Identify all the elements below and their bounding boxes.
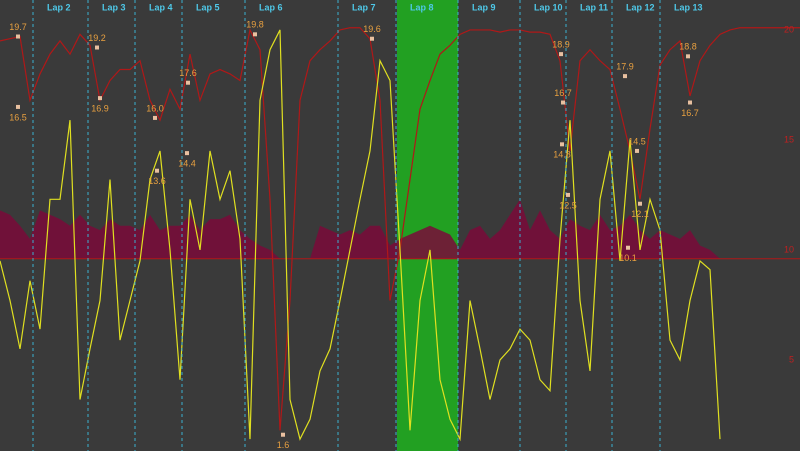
annotation-marker — [153, 115, 157, 120]
annotation-label: 18.8 — [679, 42, 697, 52]
area — [0, 199, 800, 259]
annotation-label: 10.1 — [619, 253, 637, 263]
annotation-marker — [560, 142, 564, 147]
lap-label: Lap 9 — [472, 2, 496, 12]
annotation-marker — [16, 34, 20, 39]
y-tick-label: 5 — [789, 354, 794, 364]
annotation-label: 19.2 — [88, 33, 106, 43]
lap-label: Lap 5 — [196, 2, 220, 12]
annotation-label: 16.7 — [554, 88, 572, 98]
annotation-marker — [186, 80, 190, 85]
highlight-band — [397, 0, 458, 451]
lap-label: Lap 11 — [580, 2, 608, 12]
annotation-label: 18.9 — [552, 39, 570, 49]
annotation-marker — [253, 32, 257, 37]
lap-label: Lap 12 — [626, 2, 655, 12]
annotation-label: 19.6 — [363, 24, 381, 34]
annotation-label: 1.6 — [277, 440, 290, 450]
lap-label: Lap 2 — [47, 2, 71, 12]
annotation-label: 16.5 — [9, 112, 27, 122]
annotation-label: 19.7 — [9, 22, 27, 32]
annotation-marker — [16, 104, 20, 109]
lap-label: Lap 13 — [674, 2, 703, 12]
annotation-marker — [623, 74, 627, 79]
annotation-marker — [566, 192, 570, 197]
annotation-marker — [281, 432, 285, 437]
annotation-marker — [635, 148, 639, 153]
annotation-label: 14.5 — [628, 136, 646, 146]
annotation-label: 16.7 — [681, 108, 699, 118]
annotation-label: 17.6 — [179, 68, 197, 78]
annotation-label: 16.0 — [146, 103, 164, 113]
annotation-label: 14.4 — [178, 158, 196, 168]
annotation-marker — [370, 36, 374, 41]
annotation-marker — [155, 168, 159, 173]
annotation-marker — [638, 201, 642, 206]
lap-label: Lap 3 — [102, 2, 126, 12]
annotation-marker — [95, 45, 99, 50]
annotation-marker — [559, 52, 563, 57]
lap-label: Lap 4 — [149, 2, 173, 12]
annotation-label: 12.1 — [631, 209, 649, 219]
lap-label: Lap 7 — [352, 2, 376, 12]
annotation-label: 12.5 — [559, 200, 577, 210]
y-tick-label: 20 — [784, 24, 794, 34]
annotation-marker — [185, 151, 189, 156]
annotation-marker — [98, 96, 102, 101]
lap-label: Lap 10 — [534, 2, 563, 12]
annotation-marker — [686, 54, 690, 59]
annotation-label: 13.6 — [148, 176, 166, 186]
y-tick-label: 10 — [784, 244, 794, 254]
annotation-label: 16.9 — [91, 103, 109, 113]
annotation-label: 17.9 — [616, 61, 634, 71]
lap-label: Lap 8 — [410, 2, 434, 12]
line — [0, 29, 721, 442]
y-tick-label: 15 — [784, 134, 794, 144]
annotation-marker — [688, 100, 692, 105]
lap-label: Lap 6 — [259, 2, 283, 12]
annotation-marker — [561, 100, 565, 105]
annotation-label: 19.8 — [246, 20, 264, 30]
annotation-marker — [626, 245, 630, 250]
annotation-label: 14.8 — [553, 150, 571, 160]
